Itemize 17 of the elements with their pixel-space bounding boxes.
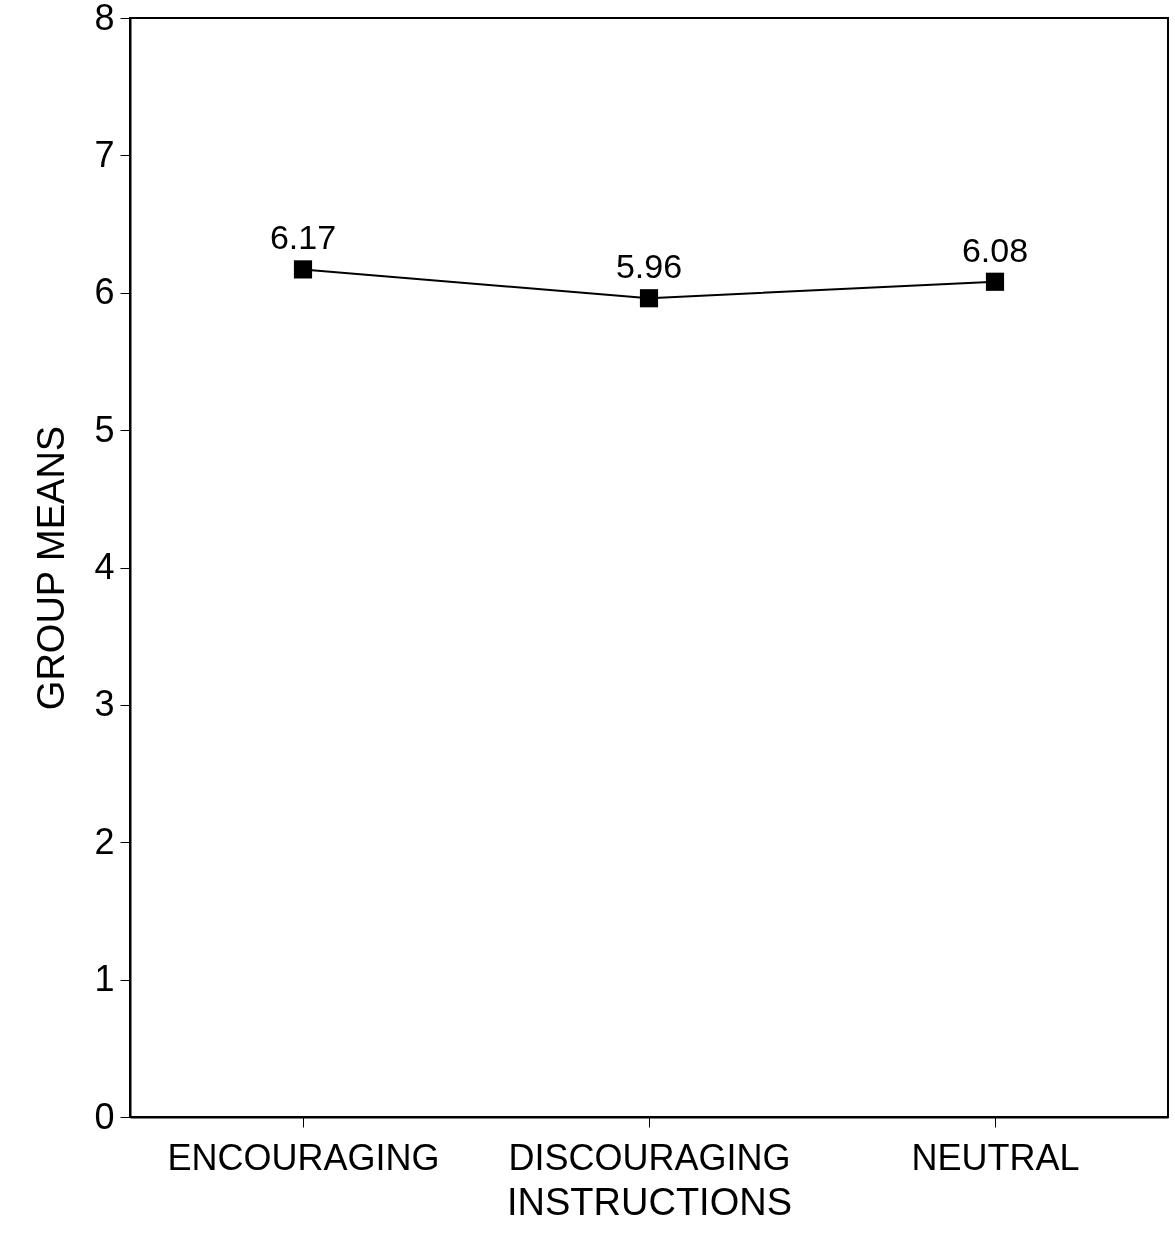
x-axis-title: INSTRUCTIONS xyxy=(507,1180,792,1223)
y-tick-label: 0 xyxy=(94,1095,115,1137)
y-tick-label: 3 xyxy=(94,683,115,725)
y-tick-label: 7 xyxy=(94,133,115,175)
y-tick-label: 1 xyxy=(94,958,115,1000)
x-tick-label: ENCOURAGING xyxy=(167,1136,440,1178)
data-label: 5.96 xyxy=(615,247,683,286)
y-tick-label: 2 xyxy=(94,820,115,862)
data-label: 6.08 xyxy=(961,230,1029,269)
y-tick-label: 6 xyxy=(94,271,115,313)
y-axis-title: GROUP MEANS xyxy=(30,425,73,711)
x-tick-label: DISCOURAGING xyxy=(508,1136,791,1178)
y-tick-label: 5 xyxy=(94,408,115,450)
x-tick-label: NEUTRAL xyxy=(911,1136,1080,1178)
data-label: 6.17 xyxy=(269,218,337,257)
y-tick-label: 8 xyxy=(94,0,115,38)
y-tick-label: 4 xyxy=(94,546,115,587)
